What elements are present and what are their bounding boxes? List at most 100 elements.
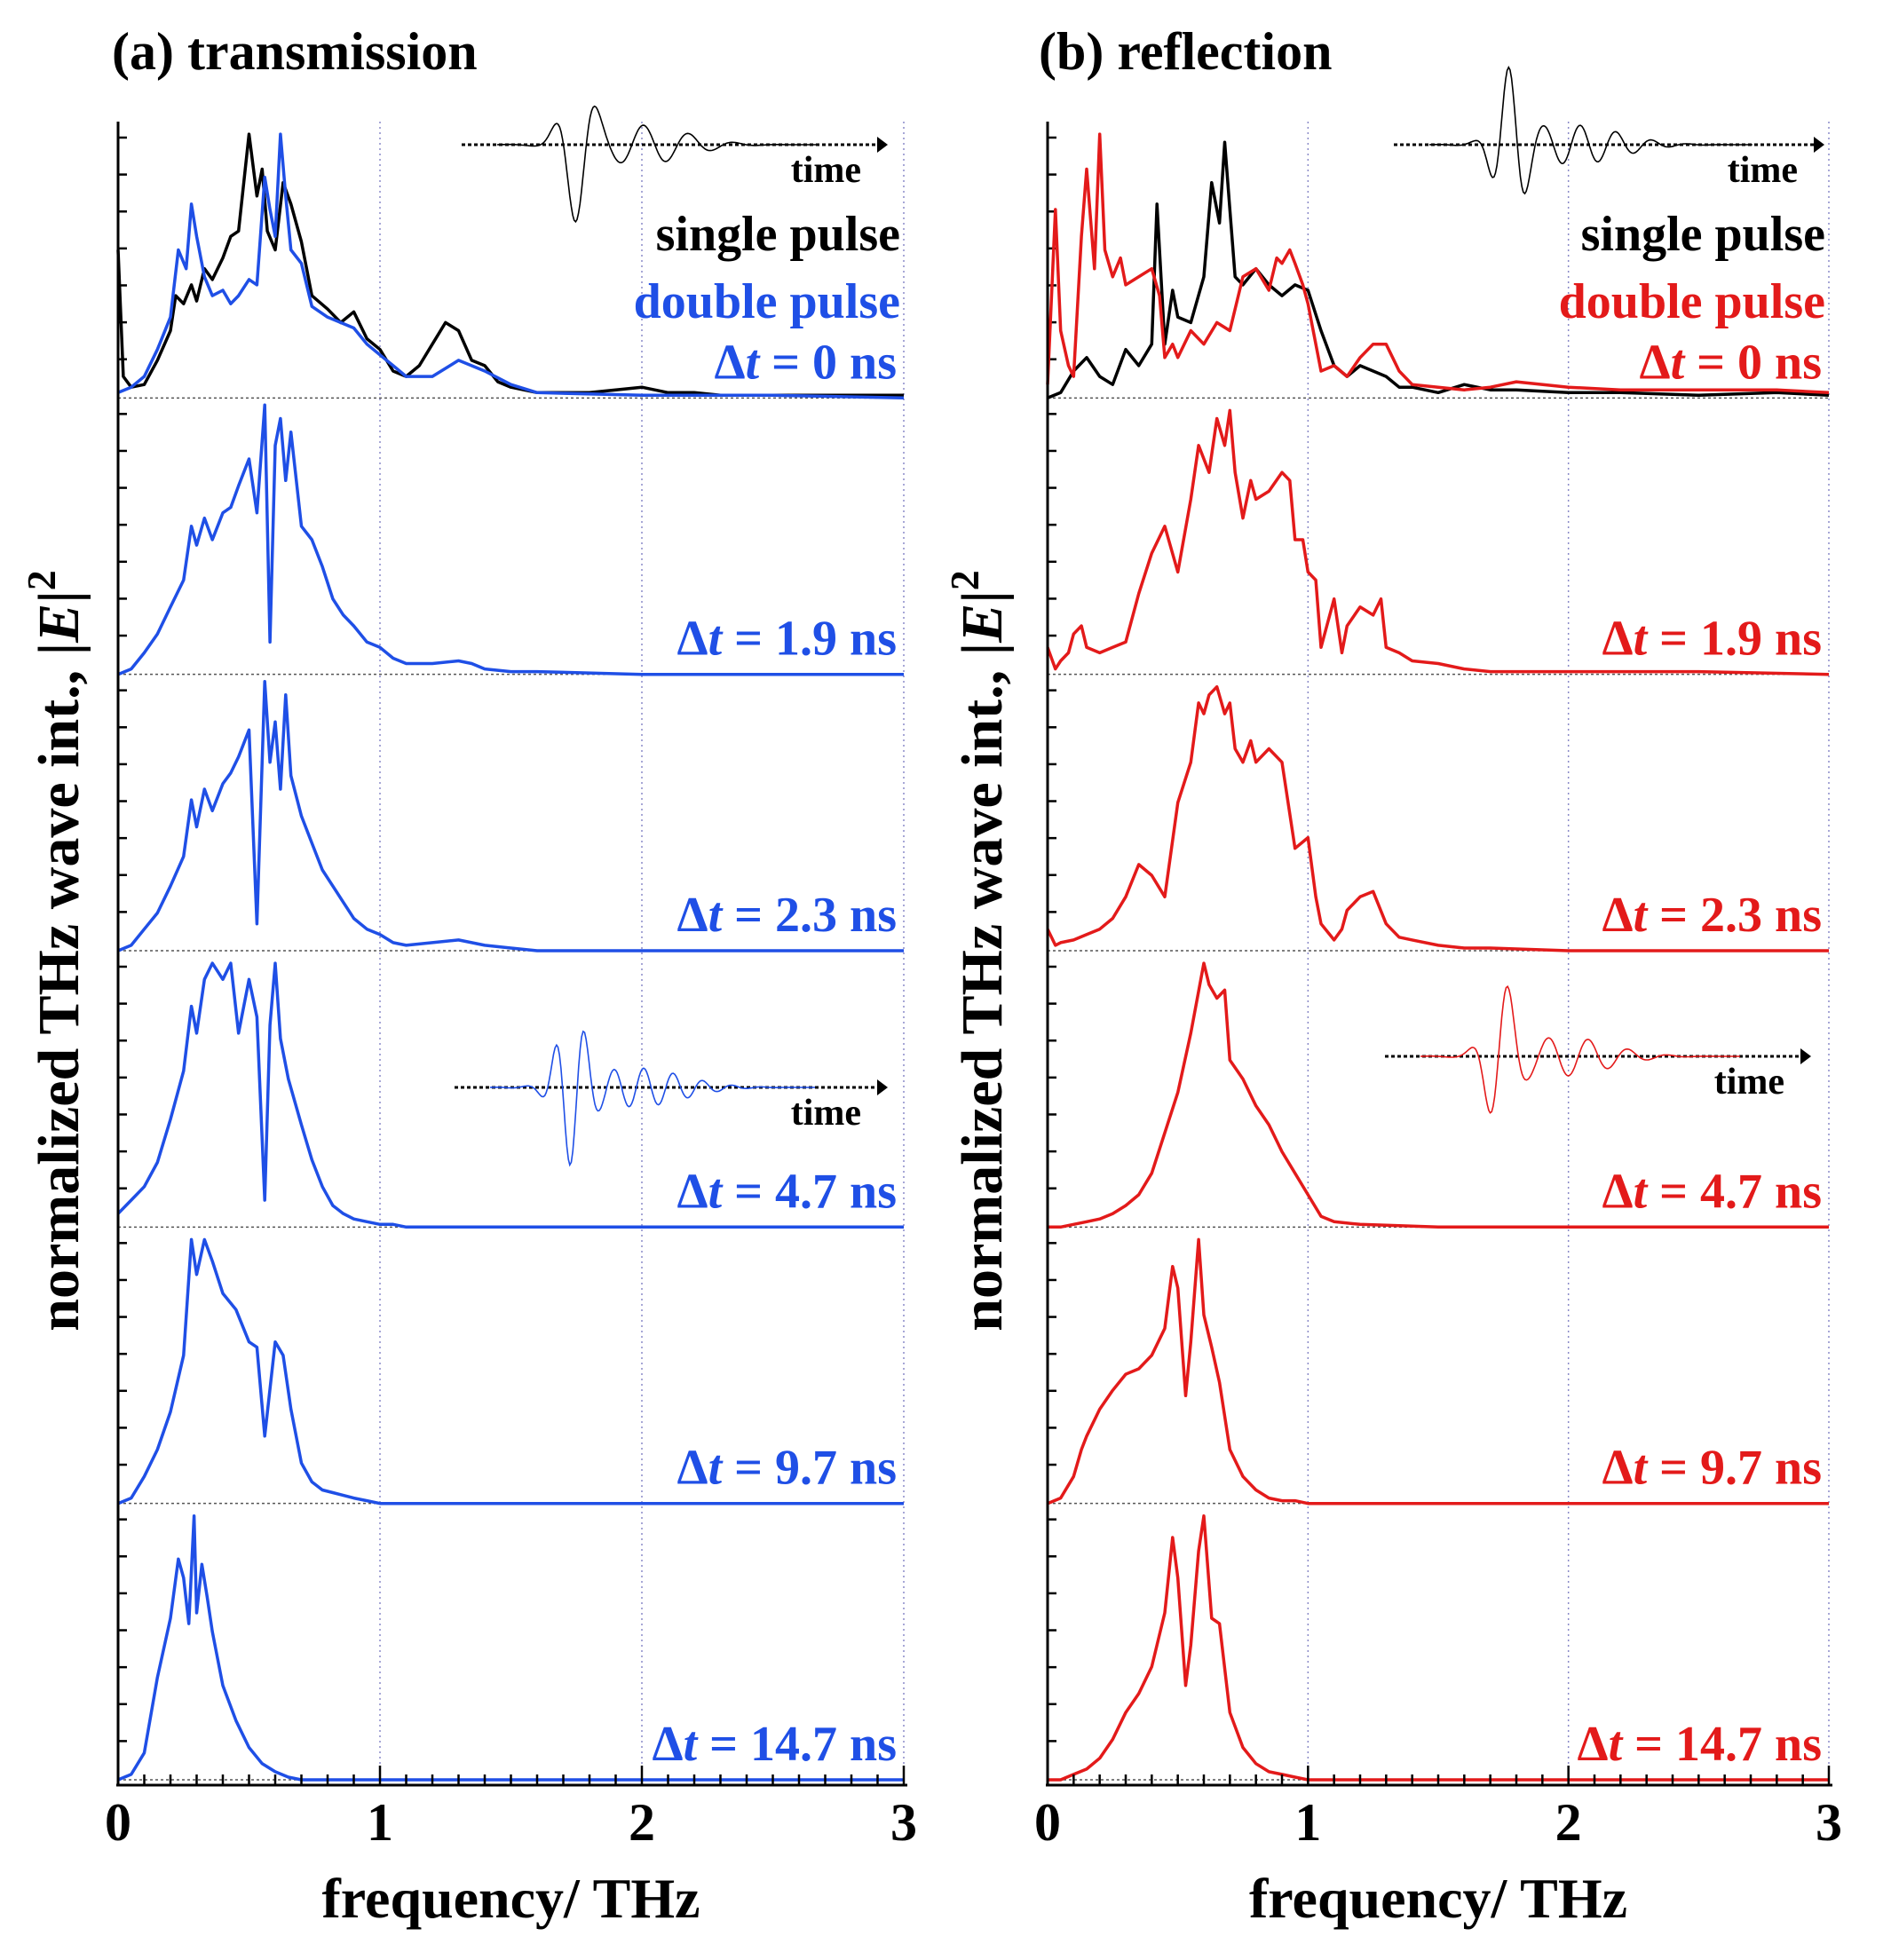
delay-label-var: t — [1609, 1717, 1624, 1772]
waveform-trace — [489, 1030, 815, 1167]
series-line-double-pulse — [1048, 961, 1829, 1229]
delay-label: Δt = 14.7 ns — [1577, 1717, 1822, 1772]
series-line-double-pulse — [1048, 1513, 1829, 1782]
series-line-double-pulse — [117, 403, 904, 676]
series-line-double-pulse — [1046, 408, 1830, 676]
time-arrow-icon — [877, 137, 888, 153]
delay-label: Δt = 1.9 ns — [676, 612, 897, 667]
y-axis-label-sup: 2 — [942, 570, 987, 590]
delay-label-value: = 0 ns — [1684, 335, 1822, 390]
delay-label-var: t — [708, 612, 724, 667]
y-axis-label-text: normalized THz wave int., | — [27, 643, 91, 1332]
legend-double-pulse: double pulse — [634, 274, 900, 329]
delay-label-value: = 14.7 ns — [697, 1717, 897, 1772]
series-line-double-pulse — [116, 961, 904, 1229]
x-tick-label: 1 — [1294, 1793, 1321, 1852]
delay-label-value: = 4.7 ns — [1647, 1164, 1822, 1219]
delay-label-value: = 2.3 ns — [1647, 888, 1822, 943]
y-axis-label-sup: 2 — [19, 570, 64, 590]
inset-waveform-double: time — [455, 1030, 888, 1167]
delay-label-value: = 9.7 ns — [1647, 1441, 1822, 1496]
chart-reflection: (b) reflection normalized THz wave int., … — [942, 22, 1842, 1930]
delay-label-value: = 9.7 ns — [722, 1441, 897, 1496]
delay-label-delta: Δ — [714, 335, 745, 390]
x-tick-label: 2 — [1555, 1793, 1582, 1852]
delay-label-var: t — [708, 888, 724, 943]
delay-label-delta: Δ — [676, 1441, 708, 1496]
series-line-double-pulse — [117, 1237, 904, 1506]
delay-label-delta: Δ — [1602, 1441, 1633, 1496]
delay-label-value: = 2.3 ns — [722, 888, 897, 943]
delay-label-var: t — [1634, 1441, 1649, 1496]
delay-label: Δt = 14.7 ns — [652, 1717, 897, 1772]
series-line-double-pulse — [1046, 132, 1830, 395]
x-tick-label: 0 — [105, 1793, 131, 1852]
delay-label: Δt = 4.7 ns — [1602, 1164, 1822, 1219]
x-axis-label: frequency/ THz — [321, 1867, 700, 1930]
delay-label: Δt = 1.9 ns — [1602, 612, 1822, 667]
delay-label-value: = 14.7 ns — [1622, 1717, 1822, 1772]
waveform-trace — [1428, 66, 1753, 195]
series-line-double-pulse — [1047, 1237, 1829, 1506]
inset-waveform-double: time — [1385, 985, 1811, 1114]
x-tick-label: 3 — [1816, 1793, 1842, 1852]
delay-label-var: t — [746, 335, 761, 390]
series-line-double-pulse — [117, 1513, 904, 1782]
delay-label-value: = 1.9 ns — [1647, 612, 1822, 667]
delay-label-var: t — [1634, 612, 1649, 667]
delay-label-var: t — [708, 1441, 724, 1496]
delay-label: Δt = 2.3 ns — [1602, 888, 1822, 943]
time-label: time — [791, 150, 861, 191]
delay-label: Δt = 0 ns — [714, 335, 897, 390]
delay-label-delta: Δ — [1577, 1717, 1608, 1772]
time-arrow-icon — [1800, 1048, 1811, 1064]
time-label: time — [791, 1093, 861, 1134]
time-arrow-icon — [1814, 137, 1824, 153]
series-line-double-pulse — [117, 132, 905, 400]
delay-label-delta: Δ — [1602, 1164, 1633, 1219]
inset-waveform-single: time — [462, 105, 888, 224]
legend-single-pulse: single pulse — [656, 207, 900, 262]
delay-label: Δt = 4.7 ns — [676, 1164, 897, 1219]
chart-title: (a) transmission — [112, 22, 478, 81]
delay-label-delta: Δ — [676, 1164, 708, 1219]
delay-label: Δt = 2.3 ns — [676, 888, 897, 943]
waveform-trace — [1420, 985, 1740, 1114]
y-axis-label-bar: | — [950, 590, 1015, 604]
x-tick-label: 3 — [890, 1793, 917, 1852]
delay-label-delta: Δ — [1602, 888, 1633, 943]
delay-label-delta: Δ — [1639, 335, 1670, 390]
delay-label-value: = 4.7 ns — [722, 1164, 897, 1219]
waveform-trace — [496, 105, 817, 224]
time-label: time — [1714, 1062, 1784, 1102]
delay-label-delta: Δ — [676, 612, 708, 667]
inset-waveform-single: time — [1394, 66, 1824, 195]
series-line-double-pulse — [1046, 684, 1829, 952]
delay-label-var: t — [684, 1717, 699, 1772]
chart-title: (b) reflection — [1039, 22, 1332, 81]
delay-label-delta: Δ — [676, 888, 708, 943]
delay-label: Δt = 9.7 ns — [1602, 1441, 1822, 1496]
time-label: time — [1728, 150, 1798, 191]
y-axis-label: normalized THz wave int., |E|2 — [19, 570, 91, 1332]
y-axis-label: normalized THz wave int., |E|2 — [942, 570, 1015, 1332]
x-tick-label: 1 — [367, 1793, 393, 1852]
y-axis-label-bar: | — [27, 590, 91, 604]
delay-label-var: t — [1671, 335, 1686, 390]
delay-label-delta: Δ — [652, 1717, 683, 1772]
delay-label-var: t — [708, 1164, 724, 1219]
delay-label: Δt = 9.7 ns — [676, 1441, 897, 1496]
delay-label-value: = 0 ns — [759, 335, 897, 390]
y-axis-label-text: normalized THz wave int., | — [950, 643, 1015, 1332]
delay-label: Δt = 0 ns — [1639, 335, 1822, 390]
delay-label-value: = 1.9 ns — [722, 612, 897, 667]
series-line-double-pulse — [117, 679, 904, 952]
x-axis-label: frequency/ THz — [1249, 1867, 1627, 1930]
legend-single-pulse: single pulse — [1581, 207, 1825, 262]
y-axis-label-var: E — [27, 604, 91, 644]
chart-transmission: (a) transmission normalized THz wave int.… — [19, 22, 917, 1930]
delay-label-delta: Δ — [1602, 612, 1633, 667]
x-tick-label: 0 — [1034, 1793, 1061, 1852]
delay-label-var: t — [1634, 1164, 1649, 1219]
